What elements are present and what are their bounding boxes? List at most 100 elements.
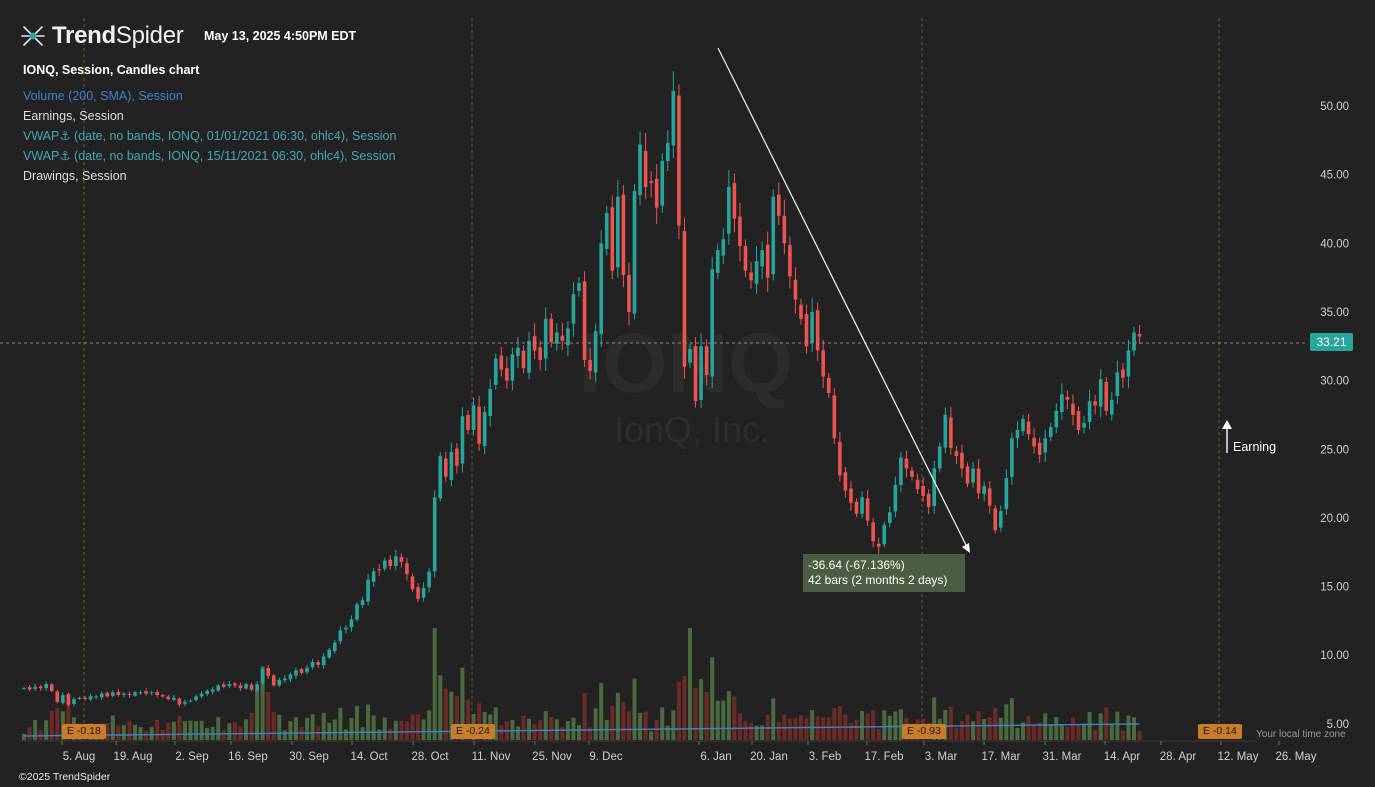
volume-bar	[643, 711, 648, 740]
candle-body	[543, 318, 548, 359]
earnings-badge[interactable]: E -0.18	[62, 724, 106, 739]
candle-body	[699, 346, 703, 400]
candle-body	[710, 269, 714, 377]
candle-body	[216, 685, 221, 691]
candle-body	[238, 685, 243, 689]
legend-vwap-2[interactable]: VWAP⚓ (date, no bands, IONQ, 15/11/2021 …	[23, 149, 396, 163]
candle-body	[815, 310, 820, 351]
candle-body	[77, 697, 82, 699]
volume-bar	[515, 726, 520, 740]
legend-volume[interactable]: Volume (200, SMA), Session	[23, 89, 183, 103]
candle-body	[88, 696, 93, 700]
volume-bar	[332, 719, 337, 740]
volume-bar	[599, 683, 604, 740]
candle-body	[510, 354, 515, 381]
volume-bar	[1054, 717, 1059, 740]
volume-bar	[876, 729, 881, 740]
candle-body	[627, 274, 631, 312]
volume-bar	[266, 691, 271, 740]
legend-vwap-1[interactable]: VWAP⚓ (date, no bands, IONQ, 01/01/2021 …	[23, 129, 397, 143]
volume-bar	[55, 708, 60, 740]
volume-bar	[993, 708, 998, 740]
candle-body	[555, 332, 559, 344]
candle-body	[183, 701, 187, 704]
volume-bar	[377, 729, 382, 740]
measure-trend-line	[717, 47, 969, 550]
volume-bar	[898, 709, 903, 740]
volume-bar	[732, 696, 737, 740]
candle-body	[199, 693, 204, 697]
x-tick-label: 6. Jan	[700, 751, 731, 763]
candle-body	[377, 569, 381, 571]
volume-bar	[260, 666, 265, 740]
volume-bar	[582, 692, 587, 740]
volume-bar	[549, 717, 554, 740]
volume-bar	[749, 722, 754, 740]
volume-bar	[787, 718, 792, 740]
candle-body	[976, 468, 981, 494]
candle-body	[715, 250, 720, 273]
candle-body	[738, 216, 742, 247]
volume-bar	[1082, 724, 1087, 740]
legend-main-series[interactable]: IONQ, Session, Candles chart	[23, 63, 200, 77]
volume-bar	[127, 720, 132, 740]
volume-bar	[848, 723, 853, 740]
candle-body	[621, 194, 626, 275]
candle-body	[865, 498, 870, 521]
candle-body	[1087, 401, 1092, 422]
earnings-badge[interactable]: E -0.24	[451, 724, 495, 739]
volume-bar	[221, 730, 226, 740]
candle-body	[94, 696, 98, 698]
candle-body	[205, 690, 209, 694]
candle-body	[915, 479, 920, 490]
measure-arrow-head	[962, 543, 970, 553]
volume-bar	[493, 707, 498, 740]
candle-body	[616, 196, 620, 268]
volume-bar	[871, 710, 876, 740]
candle-body	[876, 543, 881, 547]
candle-body	[310, 662, 315, 668]
candle-body	[222, 684, 226, 687]
volume-bar	[449, 691, 454, 740]
timezone-label[interactable]: Your local time zone	[1256, 729, 1346, 740]
volume-bar	[343, 729, 348, 740]
legend-drawings[interactable]: Drawings, Session	[23, 169, 127, 183]
earnings-badge[interactable]: E -0.14	[1198, 724, 1242, 739]
candle-body	[194, 696, 198, 701]
candle-body	[566, 328, 570, 346]
candle-body	[921, 486, 925, 496]
current-price-tag: 33.21	[1310, 333, 1353, 351]
x-tick-label: 12. May	[1218, 751, 1259, 763]
earnings-badge[interactable]: E -0.93	[902, 724, 946, 739]
volume-bar	[249, 712, 254, 740]
candle-body	[1065, 396, 1070, 400]
candle-body	[1037, 443, 1042, 455]
volume-bar	[171, 721, 176, 740]
candle-body	[649, 180, 653, 183]
candle-body	[349, 619, 354, 628]
candle-body	[33, 686, 37, 689]
candle-body	[832, 395, 837, 439]
legend-earnings[interactable]: Earnings, Session	[23, 109, 124, 123]
chart-legend: IONQ, Session, Candles chart Volume (200…	[23, 60, 396, 186]
volume-bar	[527, 718, 532, 740]
volume-bar	[1109, 724, 1114, 740]
candle-body	[61, 695, 65, 703]
candle-body	[854, 501, 859, 514]
volume-bar	[116, 725, 121, 740]
candle-body	[72, 699, 76, 705]
candle-body	[288, 674, 293, 680]
candle-body	[904, 458, 909, 469]
candle-body	[1093, 401, 1097, 406]
volume-bar	[355, 705, 359, 740]
volume-bar	[110, 715, 115, 740]
candle-body	[116, 691, 121, 696]
volume-bar	[971, 721, 976, 740]
x-tick-label: 28. Apr	[1160, 751, 1197, 763]
candle-body	[860, 497, 864, 514]
y-tick-label: 5.00	[1327, 719, 1349, 731]
candle-body	[421, 587, 426, 598]
volume-bar	[421, 719, 426, 740]
candle-body	[1071, 403, 1075, 415]
volume-bar	[1009, 698, 1014, 740]
